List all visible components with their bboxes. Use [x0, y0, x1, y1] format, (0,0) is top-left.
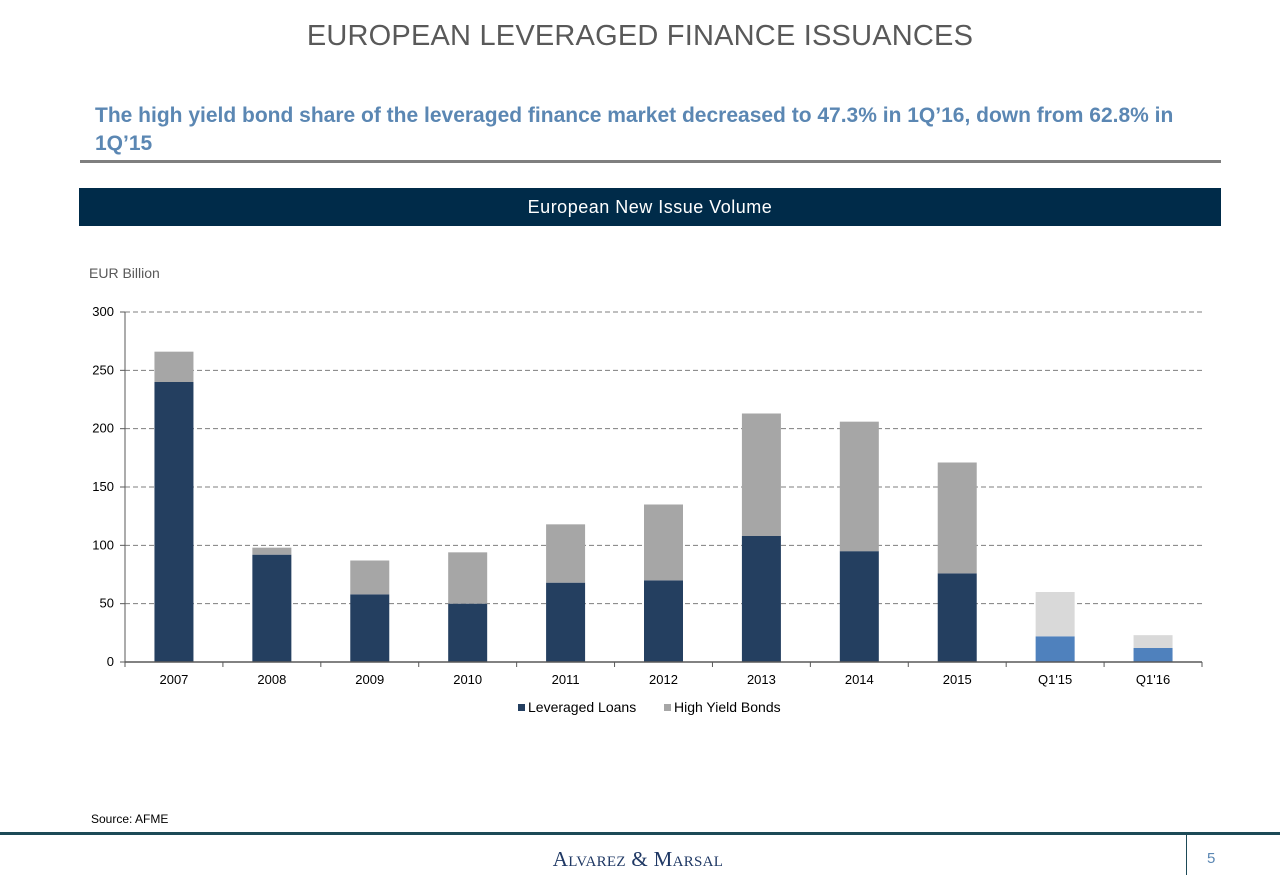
- x-tick-label: 2010: [453, 672, 482, 687]
- bar-high-yield-bonds: [644, 504, 683, 581]
- x-tick-label: 2014: [845, 672, 874, 687]
- x-tick-label: 2008: [257, 672, 286, 687]
- x-tick-label: 2009: [355, 672, 384, 687]
- source-note: Source: AFME: [91, 812, 169, 826]
- bar-high-yield-bonds: [937, 462, 977, 574]
- x-tick-label: Q1'15: [1038, 672, 1072, 687]
- y-axis-unit-label: EUR Billion: [89, 265, 160, 281]
- y-tick-label: 150: [92, 479, 114, 494]
- legend-label-high-yield-bonds: High Yield Bonds: [674, 699, 781, 715]
- bar-leveraged-loans: [350, 594, 390, 662]
- bar-leveraged-loans: [1133, 648, 1173, 662]
- brand-logo: ALVAREZ & MARSAL: [552, 847, 724, 871]
- bar-high-yield-bonds: [448, 552, 488, 604]
- chart-banner: European New Issue Volume: [79, 188, 1221, 226]
- x-tick-label: 2013: [747, 672, 776, 687]
- y-tick-label: 50: [100, 596, 114, 611]
- bar-high-yield-bonds: [839, 421, 879, 552]
- footer-divider: [0, 832, 1280, 835]
- slide-title: EUROPEAN LEVERAGED FINANCE ISSUANCES: [306, 20, 974, 52]
- y-tick-label: 300: [92, 304, 114, 319]
- x-tick-label: 2007: [159, 672, 188, 687]
- y-tick-label: 100: [92, 537, 114, 552]
- bar-high-yield-bonds: [350, 560, 390, 595]
- bar-high-yield-bonds: [741, 413, 781, 536]
- bar-high-yield-bonds: [252, 547, 292, 555]
- bar-high-yield-bonds: [1133, 635, 1173, 648]
- x-tick-label: 2011: [552, 672, 580, 687]
- bar-high-yield-bonds: [1035, 592, 1075, 637]
- headline: The high yield bond share of the leverag…: [95, 104, 1174, 155]
- bar-leveraged-loans: [644, 580, 683, 662]
- page-number: 5: [1207, 850, 1216, 867]
- y-tick-label: 0: [107, 654, 114, 669]
- bar-high-yield-bonds: [154, 351, 194, 382]
- x-tick-label: 2015: [943, 672, 972, 687]
- y-tick-label: 200: [92, 421, 114, 436]
- bar-leveraged-loans: [252, 554, 292, 662]
- legend-swatch-high-yield-bonds: [664, 704, 671, 711]
- legend-label-leveraged-loans: Leveraged Loans: [528, 699, 636, 715]
- bar-leveraged-loans: [546, 582, 586, 662]
- bar-leveraged-loans: [937, 573, 977, 662]
- bar-leveraged-loans: [741, 536, 781, 662]
- bar-leveraged-loans: [839, 551, 879, 662]
- legend-swatch-leveraged-loans: [518, 704, 525, 711]
- x-tick-label: 2012: [649, 672, 678, 687]
- bar-leveraged-loans: [1035, 636, 1075, 662]
- headline-divider: [80, 160, 1221, 163]
- y-tick-label: 250: [92, 362, 114, 377]
- bar-high-yield-bonds: [546, 524, 586, 583]
- bar-leveraged-loans: [448, 603, 488, 662]
- stacked-bar-chart: 0 50 100 150 200 250 300 2007 2008 2009 2010 2011 20…: [92, 304, 1203, 715]
- x-tick-label: Q1'16: [1136, 672, 1170, 687]
- bar-leveraged-loans: [154, 382, 194, 662]
- footer-vertical-divider: [1186, 835, 1187, 875]
